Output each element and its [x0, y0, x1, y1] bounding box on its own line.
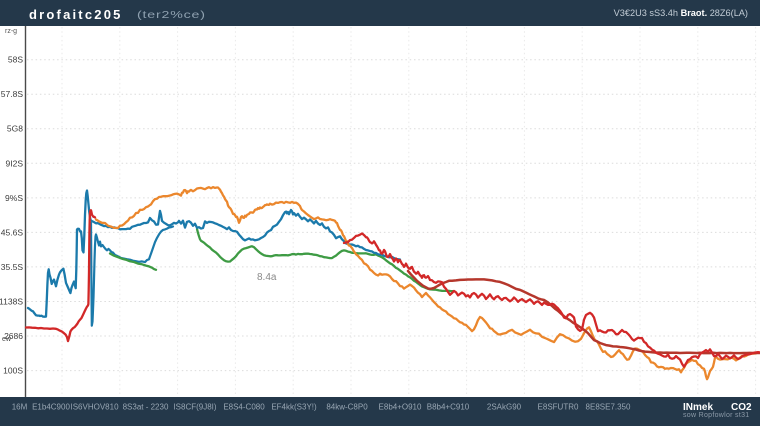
svg-text:ew: ew	[2, 336, 12, 343]
svg-text:100S: 100S	[3, 365, 23, 375]
svg-text:rz-g: rz-g	[5, 28, 17, 35]
svg-text:1138S: 1138S	[0, 296, 23, 306]
svg-text:5G8: 5G8	[7, 124, 23, 134]
svg-text:9I2S: 9I2S	[6, 158, 24, 168]
svg-text:35.5S: 35.5S	[1, 262, 24, 272]
svg-text:57.8S: 57.8S	[1, 89, 24, 99]
svg-text:58S: 58S	[8, 55, 23, 65]
svg-text:9%S: 9%S	[5, 193, 23, 203]
svg-text:8.4a: 8.4a	[257, 272, 277, 283]
svg-text:45.6S: 45.6S	[1, 227, 24, 237]
svg-text:2686: 2686	[4, 331, 23, 341]
